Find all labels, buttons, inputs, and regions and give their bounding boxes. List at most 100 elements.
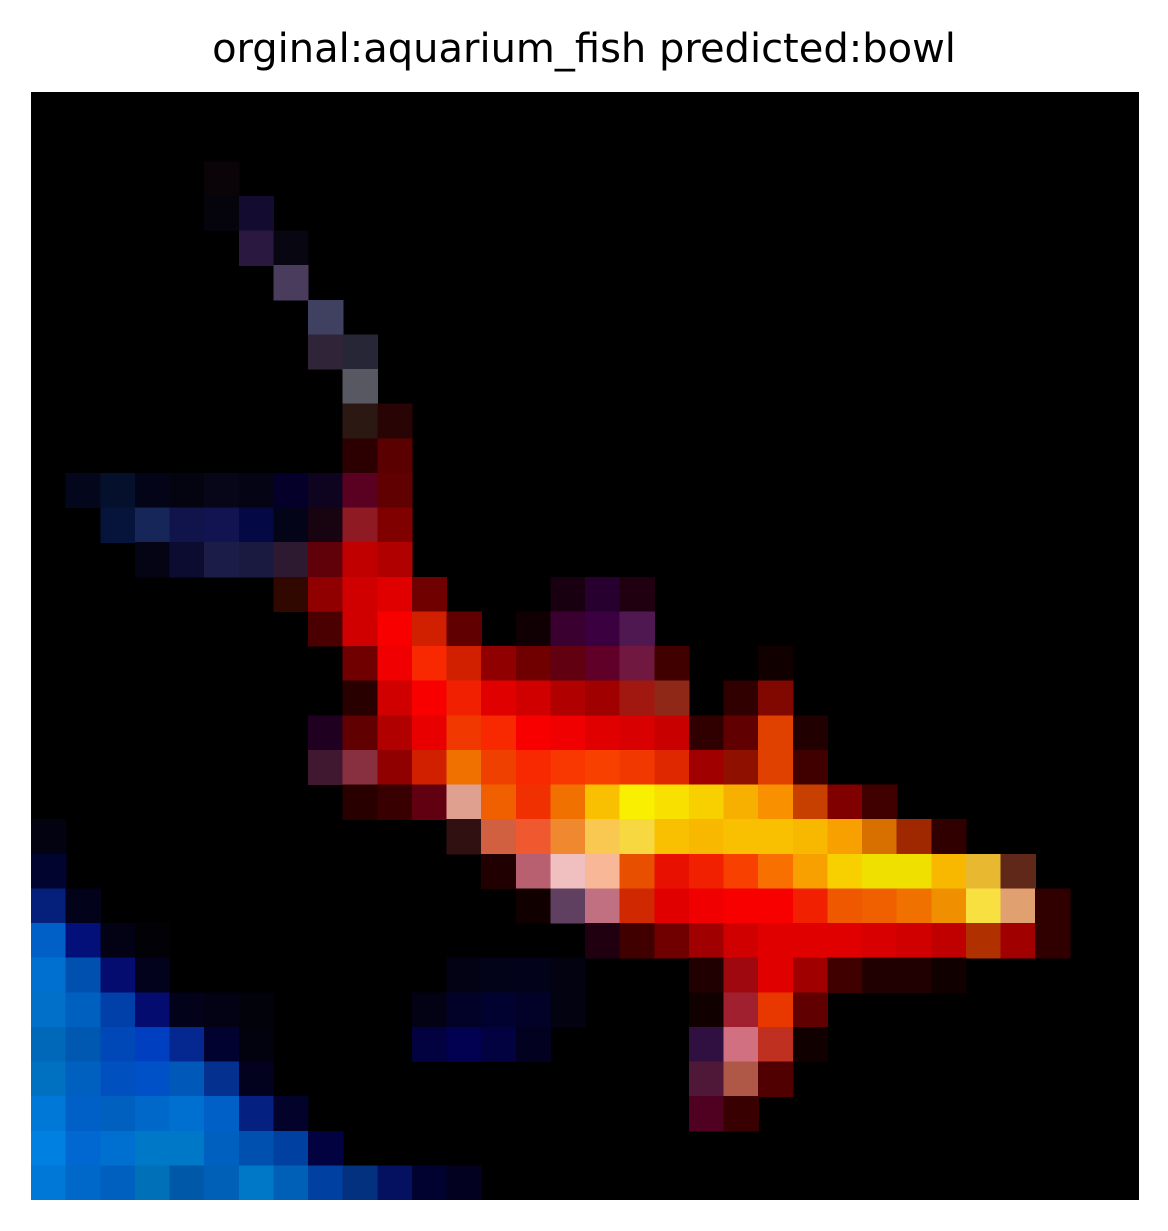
- image-pixel: [65, 923, 101, 959]
- image-pixel: [100, 957, 136, 993]
- image-pixel: [481, 1026, 517, 1063]
- image-pixel: [862, 784, 898, 820]
- image-pixel: [723, 1061, 759, 1097]
- image-pixel: [654, 646, 690, 682]
- image-pixel: [1000, 923, 1036, 959]
- image-pixel: [550, 957, 586, 993]
- image-pixel: [688, 853, 725, 890]
- image-pixel: [204, 1096, 240, 1132]
- image-pixel: [896, 853, 932, 890]
- image-pixel: [758, 784, 794, 820]
- image-pixel: [273, 472, 309, 509]
- image-pixel: [585, 819, 621, 855]
- image-pixel: [723, 749, 759, 786]
- image-pixel: [65, 1026, 101, 1063]
- image-pixel: [411, 784, 448, 820]
- image-pixel: [827, 853, 863, 890]
- image-pixel: [619, 923, 655, 959]
- fish-image: [31, 161, 1071, 1200]
- image-pixel: [411, 715, 448, 751]
- image-pixel: [481, 957, 517, 993]
- image-pixel: [723, 680, 759, 716]
- image-pixel: [896, 957, 932, 993]
- image-pixel: [862, 888, 898, 924]
- image-pixel: [204, 1026, 240, 1063]
- image-pixel: [758, 853, 794, 890]
- image-pixel: [758, 888, 794, 924]
- image-pixel: [342, 369, 378, 405]
- image-pixel: [446, 992, 482, 1028]
- image-pixel: [550, 853, 586, 890]
- image-pixel: [446, 715, 482, 751]
- image-pixel: [204, 1130, 240, 1167]
- image-pixel: [896, 923, 932, 959]
- image-pixel: [619, 646, 655, 682]
- image-pixel: [723, 784, 759, 820]
- image-pixel: [723, 888, 759, 924]
- image-pixel: [65, 992, 101, 1028]
- image-pixel: [550, 680, 586, 716]
- image-pixel: [308, 334, 344, 370]
- image-pixel: [204, 472, 240, 509]
- image-pixel: [827, 819, 863, 855]
- image-pixel: [342, 646, 378, 682]
- image-pixel: [238, 195, 275, 232]
- image-pixel: [931, 819, 967, 855]
- image-pixel: [723, 819, 759, 855]
- image-pixel: [688, 715, 725, 751]
- image-pixel: [411, 1026, 448, 1063]
- image-pixel: [273, 507, 309, 543]
- image-pixel: [273, 265, 309, 301]
- image-pixel: [827, 888, 863, 924]
- image-pixel: [723, 992, 759, 1028]
- image-pixel: [65, 1165, 101, 1200]
- image-pixel: [550, 646, 586, 682]
- image-pixel: [688, 749, 725, 786]
- image-pixel: [100, 507, 136, 543]
- image-pixel: [273, 542, 309, 578]
- image-pixel: [377, 507, 413, 543]
- image-pixel: [204, 161, 240, 197]
- image-pixel: [308, 542, 344, 578]
- image-pixel: [965, 888, 1002, 924]
- image-pixel: [792, 853, 829, 890]
- image-pixel: [204, 1165, 240, 1200]
- image-pixel: [931, 888, 967, 924]
- image-pixel: [65, 1096, 101, 1132]
- image-pixel: [308, 507, 344, 543]
- image-pixel: [377, 784, 413, 820]
- image-pixel: [688, 923, 725, 959]
- image-pixel: [377, 576, 413, 613]
- image-pixel: [342, 749, 378, 786]
- image-pixel: [134, 992, 171, 1028]
- image-pixel: [619, 576, 655, 613]
- image-pixel: [134, 1130, 171, 1167]
- image-pixel: [515, 992, 552, 1028]
- image-pixel: [515, 853, 552, 890]
- image-pixel: [1035, 888, 1071, 924]
- image-pixel: [100, 992, 136, 1028]
- image-pixel: [377, 611, 413, 647]
- image-pixel: [411, 680, 448, 716]
- image-pixel: [723, 957, 759, 993]
- image-pixel: [688, 957, 725, 993]
- image-pixel: [446, 1026, 482, 1063]
- image-pixel: [792, 923, 829, 959]
- image-pixel: [169, 1096, 205, 1132]
- image-pixel: [134, 1165, 171, 1200]
- image-pixel: [134, 923, 171, 959]
- image-pixel: [238, 1061, 275, 1097]
- image-pixel: [377, 1165, 413, 1200]
- image-pixel: [550, 576, 586, 613]
- image-pixel: [377, 680, 413, 716]
- image-pixel: [169, 1026, 205, 1063]
- image-pixel: [862, 819, 898, 855]
- image-pixel: [758, 819, 794, 855]
- image-pixel: [308, 576, 344, 613]
- image-pixel: [411, 749, 448, 786]
- image-pixel: [238, 230, 275, 266]
- image-pixel: [585, 576, 621, 613]
- image-pixel: [585, 784, 621, 820]
- image-pixel: [65, 957, 101, 993]
- image-pixel: [654, 923, 690, 959]
